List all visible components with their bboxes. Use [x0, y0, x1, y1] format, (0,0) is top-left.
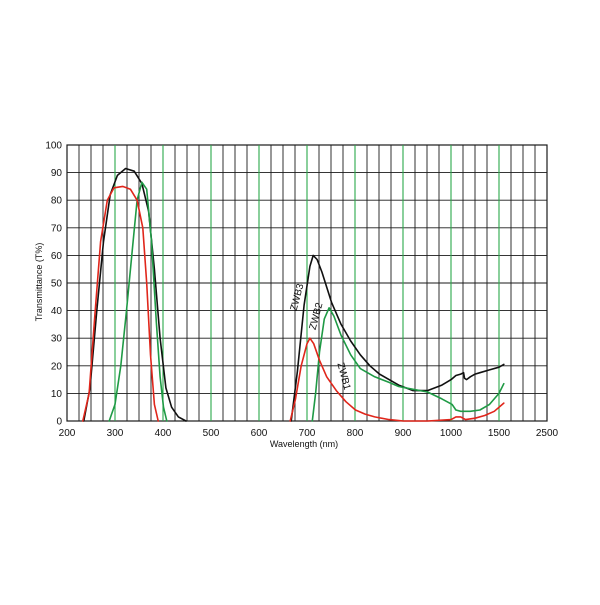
- y-tick-label: 40: [51, 306, 63, 317]
- x-tick-label: 400: [155, 428, 172, 439]
- x-tick-label: 200: [59, 428, 76, 439]
- y-tick-label: 50: [51, 279, 63, 290]
- x-tick-label: 900: [395, 428, 412, 439]
- y-tick-label: 90: [51, 168, 63, 179]
- x-tick-label: 700: [299, 428, 316, 439]
- series-line-zwb2: [108, 181, 505, 422]
- series-line-zwb1: [82, 185, 505, 422]
- y-tick-label: 100: [45, 141, 62, 152]
- y-tick-label: 70: [51, 223, 63, 234]
- y-tick-label: 30: [51, 334, 63, 345]
- series-line-zwb3: [83, 167, 505, 422]
- series-layer: [82, 167, 505, 422]
- x-tick-label: 600: [251, 428, 268, 439]
- y-tick-label: 60: [51, 251, 63, 262]
- y-tick-label: 10: [51, 389, 63, 400]
- y-tick-label: 20: [51, 361, 63, 372]
- x-axis-label: Wavelength (nm): [270, 439, 338, 449]
- x-tick-label: 1000: [440, 428, 463, 439]
- y-axis-label: Transmittance (T%): [34, 243, 44, 322]
- y-tick-label: 0: [56, 417, 62, 428]
- x-tick-label: 500: [203, 428, 220, 439]
- grid-layer: [66, 144, 548, 422]
- label-layer: 0 10 20 30 40 50 60 70 80 90 100 200 300 400 500 600 700…: [45, 141, 558, 440]
- x-tick-label: 300: [107, 428, 124, 439]
- x-tick-label: 1500: [488, 428, 511, 439]
- x-tick-label: 2500: [536, 428, 559, 439]
- y-tick-label: 80: [51, 196, 63, 207]
- x-tick-label: 800: [347, 428, 364, 439]
